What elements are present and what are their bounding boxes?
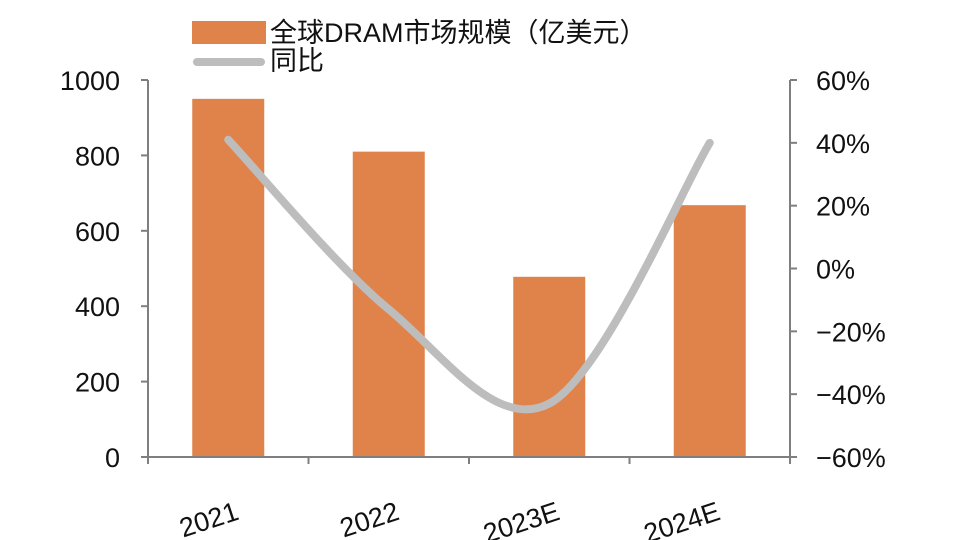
y-right-tick-label: −40% (816, 380, 886, 410)
y-right-tick-label: −20% (816, 317, 886, 347)
y-left-tick-label: 0 (105, 443, 120, 473)
plot-area: 0 200 400 600 800 1000 −60% −40% −20% 0% 20% 40% 60%… (60, 66, 886, 540)
yoy-line (224, 135, 714, 414)
y-left-tick-label: 1000 (60, 66, 120, 96)
bar-2023E (513, 276, 586, 457)
x-tick-label-2021: 2021 (176, 496, 242, 540)
legend-bar-swatch (192, 21, 266, 44)
x-tick-label-2024E: 2024E (640, 496, 724, 540)
y-right-tick-label: −60% (816, 443, 886, 473)
legend-bar-label: 全球DRAM市场规模（亿美元） (270, 18, 647, 48)
bar-2024E (673, 205, 746, 457)
legend: 全球DRAM市场规模（亿美元） 同比 (192, 18, 647, 76)
y-right-tick-label: 60% (816, 66, 870, 96)
x-tick-label-2023E: 2023E (480, 496, 564, 540)
y-right-tick-label: 40% (816, 129, 870, 159)
y-left-tick-label: 600 (75, 217, 120, 247)
legend-line-label: 同比 (270, 46, 324, 76)
y-left-tick-label: 800 (75, 141, 120, 171)
y-right-tick-label: 20% (816, 192, 870, 222)
y-right-tick-label: 0% (816, 255, 855, 285)
bar-2021 (192, 98, 265, 457)
x-tick-label-2022: 2022 (336, 496, 402, 540)
y-left-tick-label: 200 (75, 368, 120, 398)
y-left-tick-label: 400 (75, 292, 120, 322)
